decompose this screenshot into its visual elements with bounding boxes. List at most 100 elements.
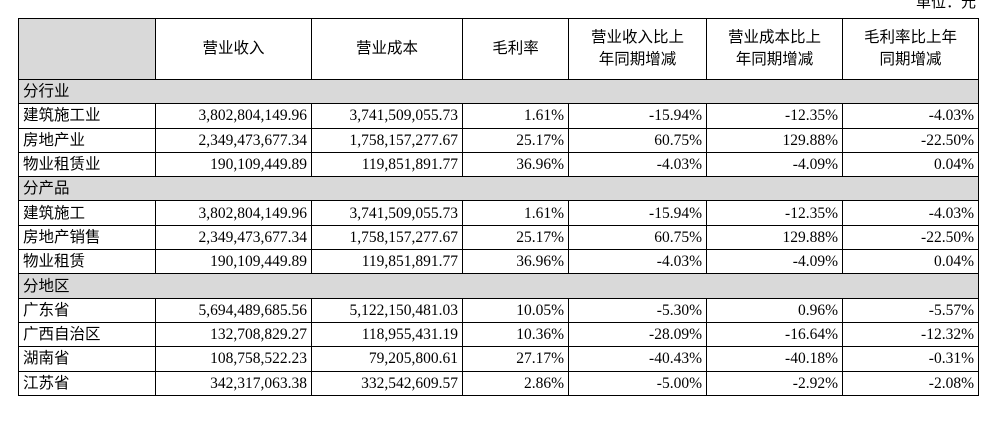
- cell: 332,542,609.57: [311, 370, 463, 396]
- table-body: 分行业 建筑施工业 3,802,804,149.96 3,741,509,055.73…: [18, 78, 979, 396]
- cell: 129.88%: [706, 224, 843, 251]
- row-label: 广东省: [18, 297, 156, 323]
- cell: -4.09%: [706, 249, 843, 275]
- row-label: 物业租赁: [18, 249, 156, 275]
- cell: 118,955,431.19: [311, 321, 463, 348]
- header-text: 营业收入比上: [590, 29, 684, 46]
- row-label: 建筑施工: [18, 200, 156, 226]
- header-cell: 毛利率比上年 同期增减: [842, 18, 979, 80]
- cell: -2.92%: [706, 370, 843, 396]
- cell: 108,758,522.23: [155, 346, 312, 372]
- cell: 3,741,509,055.73: [311, 103, 463, 129]
- cell: -4.03%: [568, 249, 707, 275]
- row-label: 江苏省: [18, 370, 156, 396]
- data-table: 营业收入 营业成本 毛利率 营业收入比上 年同期增减 营业成本比上 年同期增减 毛利率比上年同…: [18, 18, 979, 396]
- header-cell: 营业成本: [311, 18, 463, 80]
- cell: 10.05%: [462, 297, 569, 323]
- cell: 2,349,473,677.34: [155, 127, 312, 153]
- cell: 1.61%: [462, 200, 569, 226]
- cell: 0.04%: [842, 249, 979, 275]
- cell: -12.35%: [706, 103, 843, 129]
- row-label: 广西自治区: [18, 321, 156, 348]
- cell: -4.03%: [842, 200, 979, 226]
- section-row: 分行业: [18, 78, 979, 105]
- cell: 119,851,891.77: [311, 151, 463, 178]
- section-label: 分地区: [18, 273, 979, 299]
- cell: 342,317,063.38: [155, 370, 312, 396]
- cell: 1,758,157,277.67: [311, 224, 463, 251]
- header-text: 毛利率: [492, 40, 539, 57]
- cell: -4.09%: [706, 151, 843, 178]
- cell: -15.94%: [568, 200, 707, 226]
- cell: 27.17%: [462, 346, 569, 372]
- cell: -40.18%: [706, 346, 843, 372]
- cell: 2,349,473,677.34: [155, 224, 312, 251]
- data-row: 广西自治区 132,708,829.27 118,955,431.19 10.36% -…: [18, 321, 979, 348]
- cell: 5,694,489,685.56: [155, 297, 312, 323]
- data-row: 物业租赁 190,109,449.89 119,851,891.77 36.96% -4…: [18, 249, 979, 275]
- cell: 1,758,157,277.67: [311, 127, 463, 153]
- cell: 190,109,449.89: [155, 151, 312, 178]
- data-row: 建筑施工 3,802,804,149.96 3,741,509,055.73 1.61…: [18, 200, 979, 226]
- data-row: 物业租赁业 190,109,449.89 119,851,891.77 36.96% -…: [18, 151, 979, 178]
- cell: -5.30%: [568, 297, 707, 323]
- cell: 60.75%: [568, 224, 707, 251]
- unit-note: 单位：元: [915, 0, 976, 11]
- header-text: 年同期增减: [735, 51, 814, 68]
- data-row: 建筑施工业 3,802,804,149.96 3,741,509,055.73 1.6…: [18, 103, 979, 129]
- cell: 36.96%: [462, 249, 569, 275]
- header-cell: 营业收入比上 年同期增减: [568, 18, 707, 80]
- section-label: 分产品: [18, 176, 979, 202]
- cell: 79,205,800.61: [311, 346, 463, 372]
- row-label: 房地产业: [18, 127, 156, 153]
- header-cell: 毛利率: [462, 18, 569, 80]
- cell: 36.96%: [462, 151, 569, 178]
- cell: 119,851,891.77: [311, 249, 463, 275]
- row-label: 湖南省: [18, 346, 156, 372]
- section-row: 分地区: [18, 273, 979, 299]
- cell: 1.61%: [462, 103, 569, 129]
- header-row: 营业收入 营业成本 毛利率 营业收入比上 年同期增减 营业成本比上 年同期增减 毛利率比上年同…: [18, 18, 979, 80]
- cell: 0.04%: [842, 151, 979, 178]
- row-label: 房地产销售: [18, 224, 156, 251]
- cell: -16.64%: [706, 321, 843, 348]
- header-text: 同期增减: [879, 51, 942, 68]
- cell: 2.86%: [462, 370, 569, 396]
- cell: 129.88%: [706, 127, 843, 153]
- cell: -28.09%: [568, 321, 707, 348]
- header-text: 毛利率比上年: [863, 29, 957, 46]
- cell: 10.36%: [462, 321, 569, 348]
- header-cell: [18, 18, 156, 80]
- row-label: 物业租赁业: [18, 151, 156, 178]
- cell: -4.03%: [568, 151, 707, 178]
- data-row: 房地产业 2,349,473,677.34 1,758,157,277.67 25.1…: [18, 127, 979, 153]
- header-cell: 营业收入: [155, 18, 312, 80]
- cell: -5.00%: [568, 370, 707, 396]
- cell: -12.32%: [842, 321, 979, 348]
- data-row: 广东省 5,694,489,685.56 5,122,150,481.03 10.05…: [18, 297, 979, 323]
- section-label: 分行业: [18, 78, 979, 105]
- section-row: 分产品: [18, 176, 979, 202]
- header-text: 营业收入: [202, 40, 265, 57]
- cell: 25.17%: [462, 127, 569, 153]
- header-text: 营业成本: [355, 40, 418, 57]
- data-row: 湖南省 108,758,522.23 79,205,800.61 27.17% -40.…: [18, 346, 979, 372]
- cell: 190,109,449.89: [155, 249, 312, 275]
- cell: 25.17%: [462, 224, 569, 251]
- cell: -2.08%: [842, 370, 979, 396]
- cell: -4.03%: [842, 103, 979, 129]
- cell: -12.35%: [706, 200, 843, 226]
- cell: 60.75%: [568, 127, 707, 153]
- cell: 3,741,509,055.73: [311, 200, 463, 226]
- cell: 3,802,804,149.96: [155, 103, 312, 129]
- cell: -22.50%: [842, 127, 979, 153]
- cell: 5,122,150,481.03: [311, 297, 463, 323]
- cell: -0.31%: [842, 346, 979, 372]
- data-row: 房地产销售 2,349,473,677.34 1,758,157,277.67 25.…: [18, 224, 979, 251]
- header-text: 营业成本比上: [727, 29, 821, 46]
- cell: -5.57%: [842, 297, 979, 323]
- cell: -40.43%: [568, 346, 707, 372]
- cell: -15.94%: [568, 103, 707, 129]
- cell: -22.50%: [842, 224, 979, 251]
